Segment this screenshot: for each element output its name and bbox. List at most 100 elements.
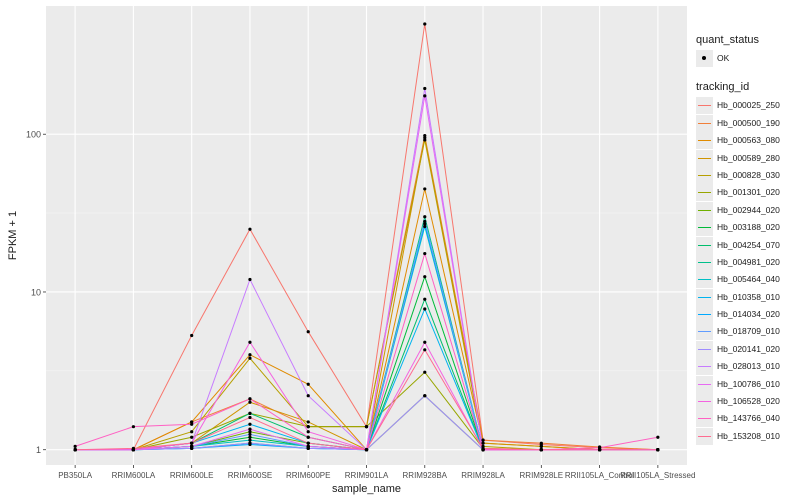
data-point xyxy=(306,394,310,398)
legend-key xyxy=(696,340,713,358)
data-point xyxy=(190,422,194,426)
legend-line-icon xyxy=(698,383,711,385)
y-tick-label: 1 xyxy=(36,445,41,455)
data-point xyxy=(423,136,427,140)
legend-key xyxy=(696,97,713,115)
data-point xyxy=(423,86,427,91)
data-point xyxy=(423,219,427,224)
legend-line-icon xyxy=(698,105,711,107)
data-point xyxy=(248,422,252,426)
x-tick-label: RRIM928LA xyxy=(461,471,505,480)
legend-key xyxy=(696,201,713,219)
legend-item-Hb_010358_010: Hb_010358_010 xyxy=(696,288,800,306)
data-point xyxy=(539,444,543,448)
data-point xyxy=(306,444,310,448)
legend-item-Hb_020141_020: Hb_020141_020 xyxy=(696,340,800,358)
legend-label: Hb_014034_020 xyxy=(717,309,780,320)
legend-item-Hb_106528_020: Hb_106528_020 xyxy=(696,393,800,411)
legend-line-icon xyxy=(698,122,711,124)
data-point xyxy=(423,297,427,301)
data-point xyxy=(248,435,252,439)
data-point xyxy=(423,340,427,344)
data-point xyxy=(306,330,310,334)
y-axis: 1 10 100 xyxy=(26,130,46,455)
legend-label: Hb_004981_020 xyxy=(717,256,780,267)
data-point xyxy=(306,430,310,434)
legend-label: Hb_153208_010 xyxy=(717,430,780,441)
data-point xyxy=(248,427,252,431)
legend-label: Hb_106528_020 xyxy=(717,396,780,407)
legend-label: Hb_001301_020 xyxy=(717,187,780,198)
legend-line-icon xyxy=(698,279,711,281)
legend-key xyxy=(696,114,713,132)
legend-label: Hb_000563_080 xyxy=(717,135,780,146)
data-point xyxy=(306,435,310,439)
data-point xyxy=(423,94,427,98)
legend-status-item: OK xyxy=(696,50,800,67)
x-tick-label: RRII105LA_Stressed xyxy=(620,471,695,480)
legend-key xyxy=(696,410,713,428)
legend-label: Hb_100786_010 xyxy=(717,378,780,389)
data-point xyxy=(131,446,136,450)
x-tick-label: RRIM928BA xyxy=(403,471,448,480)
data-point xyxy=(423,224,427,229)
legend-item-Hb_000589_280: Hb_000589_280 xyxy=(696,149,800,167)
data-point xyxy=(539,441,543,445)
legend-item-Hb_028013_010: Hb_028013_010 xyxy=(696,358,800,376)
legend-key xyxy=(696,149,713,167)
legend-label: Hb_000025_250 xyxy=(717,100,780,111)
y-axis-title: FPKM + 1 xyxy=(7,211,19,260)
x-axis-title: sample_name xyxy=(332,483,401,495)
legend-label: Hb_003188_020 xyxy=(717,222,780,233)
legend-item-Hb_005464_040: Hb_005464_040 xyxy=(696,271,800,289)
y-tick-label: 10 xyxy=(31,287,41,297)
data-point xyxy=(248,340,252,344)
data-point xyxy=(423,370,427,374)
legend-key xyxy=(696,375,713,393)
legend-key xyxy=(696,271,713,289)
legend-item-Hb_004981_020: Hb_004981_020 xyxy=(696,253,800,271)
data-point xyxy=(306,382,310,386)
data-point xyxy=(248,227,252,231)
data-point xyxy=(423,138,427,142)
legend-key xyxy=(696,393,713,411)
legend-key xyxy=(696,427,713,445)
legend-status-label: OK xyxy=(717,53,730,63)
legend-line-icon xyxy=(698,348,711,350)
legend-label: Hb_000828_030 xyxy=(717,169,780,180)
legend-item-Hb_018709_010: Hb_018709_010 xyxy=(696,323,800,341)
legend-key xyxy=(696,219,713,237)
data-point xyxy=(248,411,252,415)
legend-line-icon xyxy=(698,192,711,194)
legend-point-icon xyxy=(702,56,706,60)
data-point xyxy=(423,187,427,191)
legend-line-icon xyxy=(698,418,711,420)
data-point xyxy=(248,430,252,434)
data-point xyxy=(423,215,427,219)
x-axis: PB350LA RRIM600LA RRIM600LE RRIM600SE RRIM60… xyxy=(58,465,695,480)
legend-label: Hb_143766_040 xyxy=(717,413,780,424)
legend-label: Hb_005464_040 xyxy=(717,274,780,285)
x-tick-label: RRII105LA_Control xyxy=(565,471,635,480)
legend-item-Hb_100786_010: Hb_100786_010 xyxy=(696,375,800,393)
legend-label: Hb_020141_020 xyxy=(717,343,780,354)
data-point xyxy=(656,435,660,439)
data-point xyxy=(423,22,427,26)
legend-tracking-items: Hb_000025_250 Hb_000500_190 Hb_000563_080 H… xyxy=(696,97,800,445)
legend-key xyxy=(696,132,713,150)
legend-item-Hb_000500_190: Hb_000500_190 xyxy=(696,114,800,132)
legend-key xyxy=(696,323,713,341)
legend-line-icon xyxy=(698,296,711,298)
legend-item-Hb_001301_020: Hb_001301_020 xyxy=(696,184,800,202)
data-point xyxy=(248,277,252,282)
legend-label: Hb_004254_070 xyxy=(717,239,780,250)
legend-line-icon xyxy=(698,331,711,333)
legend-key xyxy=(696,166,713,184)
y-tick-label: 100 xyxy=(26,130,41,140)
legend-line-icon xyxy=(698,157,711,159)
legend-line-icon xyxy=(698,314,711,316)
x-tick-label: PB350LA xyxy=(58,471,92,480)
legend-item-Hb_000828_030: Hb_000828_030 xyxy=(696,166,800,184)
data-point xyxy=(306,441,310,445)
data-point xyxy=(248,438,252,442)
